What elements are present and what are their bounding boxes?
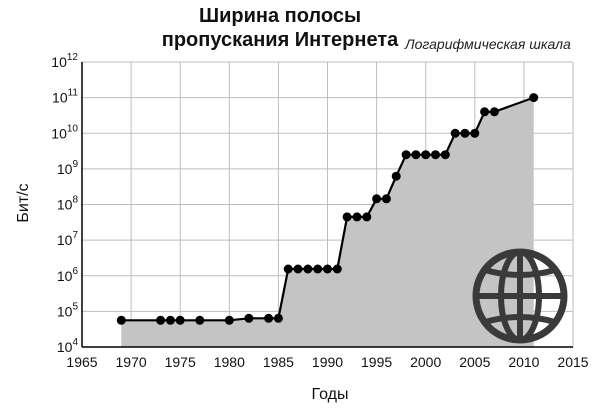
y-tick-label-4: 108 <box>57 195 79 213</box>
data-points <box>116 93 539 325</box>
data-point-29 <box>480 107 490 117</box>
data-point-8 <box>273 313 283 323</box>
data-point-22 <box>411 150 421 160</box>
chart-title-line2: пропускания Интернета <box>161 29 399 51</box>
y-tick-label-8: 1012 <box>51 52 78 70</box>
data-point-5 <box>224 315 234 325</box>
x-tick-label-2: 1975 <box>165 354 196 370</box>
x-tick-label-4: 1985 <box>263 354 294 370</box>
data-point-6 <box>244 313 254 323</box>
x-tick-label-0: 1965 <box>66 354 97 370</box>
x-tick-label-6: 1995 <box>361 354 392 370</box>
data-point-11 <box>303 264 313 274</box>
y-tick-label-7: 1011 <box>52 88 78 106</box>
x-tick-label-8: 2005 <box>459 354 490 370</box>
area-fill <box>121 97 534 347</box>
data-point-7 <box>264 313 274 323</box>
x-tick-labels: 1965 1970 1975 1980 1985 1990 1995 2000 2005 2010… <box>66 354 588 370</box>
data-point-21 <box>401 150 411 160</box>
x-tick-label-5: 1990 <box>312 354 343 370</box>
data-point-1 <box>156 315 166 325</box>
y-tick-labels: 104 105 106 107 108 109 1010 1011 1012 <box>51 52 78 355</box>
data-point-25 <box>440 150 450 160</box>
x-tick-label-9: 2010 <box>508 354 539 370</box>
data-point-28 <box>470 128 480 138</box>
y-axis-label: Бит/с <box>15 183 32 222</box>
data-point-31 <box>529 93 539 103</box>
data-point-3 <box>175 315 185 325</box>
data-point-9 <box>283 264 293 274</box>
data-point-4 <box>195 315 205 325</box>
data-point-15 <box>342 212 352 222</box>
chart-title-line1: Ширина полосы <box>198 5 362 27</box>
data-point-13 <box>323 264 332 274</box>
globe-icon <box>472 248 568 344</box>
data-point-20 <box>391 171 401 181</box>
data-point-14 <box>332 264 342 274</box>
data-point-26 <box>450 128 460 138</box>
data-point-30 <box>489 107 499 117</box>
data-point-19 <box>381 194 391 204</box>
x-tick-label-3: 1980 <box>214 354 245 370</box>
y-tick-label-0: 104 <box>57 337 79 355</box>
data-point-12 <box>313 264 323 274</box>
y-tick-label-5: 109 <box>57 159 79 177</box>
axes <box>81 62 573 348</box>
chart-title: Ширина полосы пропускания Интернета <box>100 4 460 52</box>
data-point-0 <box>116 315 126 325</box>
x-axis-label: Годы <box>312 386 349 403</box>
chart-subtitle: Логарифмическая шкала <box>405 36 571 52</box>
x-tick-label-1: 1970 <box>116 354 147 370</box>
data-point-18 <box>372 194 382 204</box>
x-tick-label-10: 2015 <box>557 354 588 370</box>
data-point-17 <box>362 212 372 222</box>
data-point-2 <box>165 315 175 325</box>
data-point-27 <box>460 128 470 138</box>
y-tick-label-2: 106 <box>57 266 79 284</box>
data-point-24 <box>431 150 440 160</box>
data-point-10 <box>293 264 303 274</box>
y-tick-label-1: 105 <box>57 301 79 319</box>
x-tick-label-7: 2000 <box>410 354 441 370</box>
y-tick-label-6: 1010 <box>51 123 78 141</box>
data-point-23 <box>421 150 431 160</box>
data-point-16 <box>352 212 362 222</box>
y-tick-label-3: 107 <box>57 230 79 248</box>
